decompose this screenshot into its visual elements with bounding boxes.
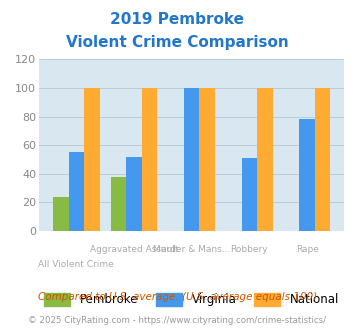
Bar: [200, 88, 215, 231]
Legend: Pembroke, Virginia, National: Pembroke, Virginia, National: [40, 288, 344, 311]
Bar: [299, 119, 315, 231]
Bar: [111, 177, 126, 231]
Bar: [69, 152, 84, 231]
Bar: [84, 88, 100, 231]
Text: Rape: Rape: [296, 245, 318, 254]
Text: All Violent Crime: All Violent Crime: [38, 260, 114, 269]
Text: Compared to U.S. average. (U.S. average equals 100): Compared to U.S. average. (U.S. average …: [38, 292, 317, 302]
Bar: [142, 88, 157, 231]
Bar: [53, 197, 69, 231]
Bar: [184, 88, 200, 231]
Text: Robbery: Robbery: [231, 245, 268, 254]
Bar: [257, 88, 273, 231]
Bar: [126, 157, 142, 231]
Bar: [242, 158, 257, 231]
Text: Aggravated Assault: Aggravated Assault: [90, 245, 178, 254]
Text: Murder & Mans...: Murder & Mans...: [153, 245, 230, 254]
Bar: [315, 88, 331, 231]
Text: © 2025 CityRating.com - https://www.cityrating.com/crime-statistics/: © 2025 CityRating.com - https://www.city…: [28, 316, 327, 325]
Text: Violent Crime Comparison: Violent Crime Comparison: [66, 35, 289, 50]
Text: 2019 Pembroke: 2019 Pembroke: [110, 12, 245, 26]
